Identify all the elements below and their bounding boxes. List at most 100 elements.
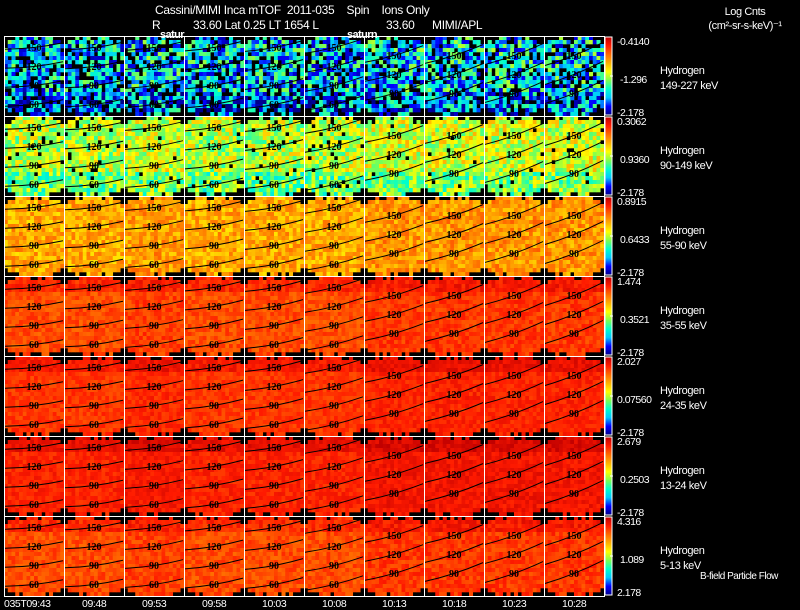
heatmap-cell: [177, 184, 181, 188]
heatmap-cell: [237, 128, 241, 132]
heatmap-cell: [225, 184, 229, 188]
heatmap-cell: [432, 72, 436, 76]
heatmap-cell: [327, 112, 331, 116]
heatmap-cell: [195, 152, 199, 156]
heatmap-cell: [203, 84, 207, 88]
heatmap-cell: [443, 108, 447, 112]
heatmap-cell: [222, 184, 226, 188]
contour-label: 90: [449, 89, 459, 100]
heatmap-cell: [567, 104, 571, 108]
heatmap-cell: [312, 132, 316, 136]
heatmap-cell: [252, 172, 256, 176]
heatmap-cell: [319, 120, 323, 124]
heatmap-cell: [282, 92, 286, 96]
heatmap-cell: [372, 148, 376, 152]
heatmap-cell: [540, 68, 544, 72]
heatmap-cell: [60, 92, 64, 96]
heatmap-cell: [360, 64, 364, 68]
heatmap-cell: [357, 172, 361, 176]
heatmap-cell: [405, 76, 409, 80]
heatmap-cell: [454, 40, 458, 44]
heatmap-cell: [229, 112, 233, 116]
heatmap-cell: [405, 164, 409, 168]
heatmap-cell: [237, 184, 241, 188]
heatmap-cell: [285, 188, 289, 192]
heatmap-cell: [342, 108, 346, 112]
heatmap-cell: [417, 100, 421, 104]
heatmap-cell: [282, 188, 286, 192]
heatmap-cell: [315, 76, 319, 80]
heatmap-cell: [87, 192, 91, 196]
heatmap-cell: [597, 84, 601, 88]
heatmap-cell: [143, 188, 147, 192]
heatmap-cell: [105, 148, 109, 152]
heatmap-cell: [158, 156, 162, 160]
heatmap-cell: [42, 188, 46, 192]
heatmap-cell: [109, 120, 113, 124]
heatmap-cell: [492, 148, 496, 152]
heatmap-cell: [375, 160, 379, 164]
heatmap-cell: [394, 120, 398, 124]
heatmap-cell: [8, 172, 12, 176]
heatmap-cell: [432, 88, 436, 92]
heatmap-cell: [60, 84, 64, 88]
heatmap-cell: [589, 88, 593, 92]
contour-label: 150: [267, 43, 282, 54]
heatmap-cell: [75, 192, 79, 196]
heatmap-cell: [488, 68, 492, 72]
contour-label: 60: [89, 180, 99, 191]
heatmap-cell: [42, 128, 46, 132]
heatmap-cell: [102, 92, 106, 96]
heatmap-cell: [353, 180, 357, 184]
heatmap-cell: [293, 136, 297, 140]
heatmap-cell: [368, 180, 372, 184]
heatmap-cell: [507, 144, 511, 148]
heatmap-cell: [439, 88, 443, 92]
heatmap-cell: [372, 104, 376, 108]
heatmap-cell: [113, 168, 117, 172]
heatmap-cell: [199, 44, 203, 48]
heatmap-cell: [503, 100, 507, 104]
heatmap-cell: [169, 56, 173, 60]
heatmap-cell: [529, 124, 533, 128]
heatmap-cell: [15, 40, 19, 44]
heatmap-cell: [195, 56, 199, 60]
heatmap-cell: [345, 112, 349, 116]
heatmap-cell: [139, 52, 143, 56]
heatmap-cell: [248, 180, 252, 184]
heatmap-cell: [477, 120, 481, 124]
heatmap-cell: [379, 104, 383, 108]
heatmap-cell: [105, 40, 109, 44]
heatmap-cell: [8, 176, 12, 180]
heatmap-cell: [252, 52, 256, 56]
heatmap-cell: [135, 56, 139, 60]
heatmap-cell: [135, 80, 139, 84]
heatmap-cell: [297, 104, 301, 108]
heatmap-cell: [263, 160, 267, 164]
heatmap-cell: [289, 128, 293, 132]
heatmap-cell: [105, 156, 109, 160]
heatmap-cell: [394, 100, 398, 104]
heatmap-cell: [147, 56, 151, 60]
heatmap-cell: [525, 56, 529, 60]
heatmap-cell: [529, 92, 533, 96]
heatmap-cell: [345, 104, 349, 108]
heatmap-cell: [480, 56, 484, 60]
heatmap-cell: [405, 188, 409, 192]
heatmap-cell: [105, 76, 109, 80]
heatmap-cell: [248, 48, 252, 52]
heatmap-cell: [57, 188, 61, 192]
heatmap-cell: [559, 48, 563, 52]
heatmap-cell: [68, 56, 72, 60]
heatmap-cell: [117, 124, 121, 128]
heatmap-cell: [567, 112, 571, 116]
heatmap-cell: [409, 176, 413, 180]
heatmap-cell: [199, 168, 203, 172]
heatmap-cell: [45, 48, 49, 52]
heatmap-cell: [45, 40, 49, 44]
heatmap-cell: [319, 124, 323, 128]
heatmap-cell: [379, 144, 383, 148]
heatmap-cell: [417, 184, 421, 188]
heatmap-cell: [199, 120, 203, 124]
heatmap-cell: [312, 184, 316, 188]
